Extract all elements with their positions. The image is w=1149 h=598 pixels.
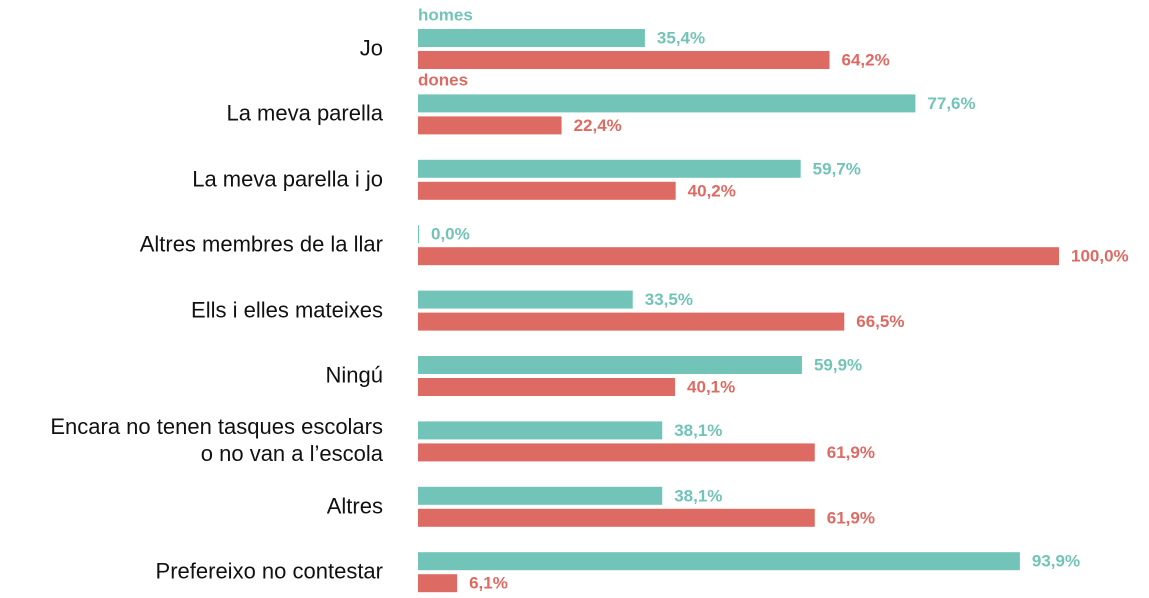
- category-label: Ells i elles mateixes: [191, 297, 383, 323]
- value-label: 59,9%: [814, 355, 862, 374]
- bar: [418, 159, 801, 178]
- category-label: Altres: [326, 493, 383, 519]
- bar: [418, 312, 845, 331]
- value-label: 64,2%: [842, 50, 890, 69]
- bar: [418, 29, 645, 47]
- value-label: 40,1%: [687, 377, 735, 396]
- bar: [418, 552, 1020, 571]
- value-label: 6,1%: [469, 574, 508, 593]
- bar: [418, 247, 1059, 266]
- category-label: Encara no tenen tasques escolars o no va…: [50, 414, 383, 467]
- bar: [418, 51, 830, 69]
- bar: [418, 94, 916, 113]
- bar: [418, 181, 676, 200]
- bar: [418, 116, 562, 135]
- category-label: Prefereixo no contestar: [155, 558, 383, 584]
- legend-label: homes: [418, 5, 473, 24]
- legend-label: dones: [418, 70, 468, 89]
- bar: [418, 443, 815, 462]
- bar: [418, 574, 458, 593]
- category-label: La meva parella: [226, 100, 383, 126]
- value-label: 38,1%: [674, 421, 722, 440]
- category-label: Ningú: [325, 362, 383, 388]
- bar: [418, 378, 676, 396]
- category-label: Altres membres de la llar: [139, 231, 383, 257]
- value-label: 0,0%: [431, 225, 470, 244]
- value-label: 77,6%: [927, 94, 975, 113]
- category-label: Jo: [359, 35, 383, 61]
- bar: [418, 486, 663, 505]
- value-label: 66,5%: [856, 312, 904, 331]
- value-label: 35,4%: [657, 28, 705, 47]
- value-label: 38,1%: [674, 486, 722, 505]
- bar: [418, 421, 663, 440]
- category-label: La meva parella i jo: [192, 166, 383, 192]
- value-label: 22,4%: [574, 116, 622, 135]
- bar: [418, 508, 815, 527]
- value-label: 61,9%: [827, 508, 875, 527]
- value-label: 40,2%: [688, 181, 736, 200]
- bar: [418, 225, 419, 244]
- value-label: 93,9%: [1032, 552, 1080, 571]
- bar: [418, 356, 802, 374]
- value-label: 61,9%: [827, 443, 875, 462]
- value-label: 33,5%: [645, 290, 693, 309]
- value-label: 100,0%: [1071, 247, 1129, 266]
- bar: [418, 290, 633, 309]
- value-label: 59,7%: [813, 159, 861, 178]
